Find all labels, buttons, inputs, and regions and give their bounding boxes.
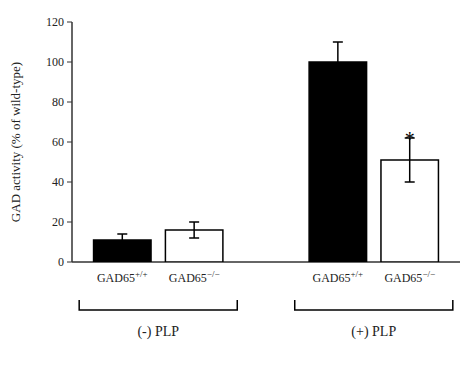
category-label: GAD65+/+ bbox=[97, 269, 148, 285]
error-cap bbox=[405, 181, 415, 183]
annotation: * bbox=[405, 128, 415, 150]
error-bar bbox=[189, 222, 199, 238]
bar bbox=[309, 62, 366, 262]
group-bracket bbox=[295, 300, 453, 310]
y-axis: 0 20 40 60 80 100 120 bbox=[46, 15, 72, 269]
bracket-line bbox=[295, 300, 453, 310]
error-line bbox=[337, 42, 339, 82]
error-cap bbox=[333, 81, 343, 83]
group-label: (+) PLP bbox=[351, 324, 396, 340]
y-tick-label: 40 bbox=[52, 175, 64, 189]
error-line bbox=[193, 222, 195, 238]
y-axis-line bbox=[71, 22, 73, 262]
y-tick-label: 100 bbox=[46, 55, 64, 69]
error-cap bbox=[189, 237, 199, 239]
y-tick-label: 20 bbox=[52, 215, 64, 229]
bracket-line bbox=[79, 300, 237, 310]
y-axis-label: GAD activity (% of wild-type) bbox=[8, 62, 23, 222]
group-bracket bbox=[79, 300, 237, 310]
y-tick-label: 120 bbox=[46, 15, 64, 29]
group-label: (-) PLP bbox=[137, 324, 179, 340]
y-tick-label: 80 bbox=[52, 95, 64, 109]
error-bar bbox=[117, 234, 127, 246]
error-cap bbox=[189, 221, 199, 223]
bars bbox=[94, 42, 439, 262]
category-label: GAD65−/− bbox=[169, 269, 220, 285]
error-cap bbox=[117, 233, 127, 235]
y-tick-label: 60 bbox=[52, 135, 64, 149]
y-tick-label: 0 bbox=[58, 255, 64, 269]
error-cap bbox=[333, 41, 343, 43]
error-bar bbox=[333, 42, 343, 82]
chart: 0 20 40 60 80 100 120 GAD activity (% of wild-t… bbox=[0, 0, 474, 387]
error-line bbox=[122, 234, 124, 246]
category-label: GAD65−/− bbox=[384, 269, 435, 285]
error-cap bbox=[117, 245, 127, 247]
category-label: GAD65+/+ bbox=[313, 269, 364, 285]
